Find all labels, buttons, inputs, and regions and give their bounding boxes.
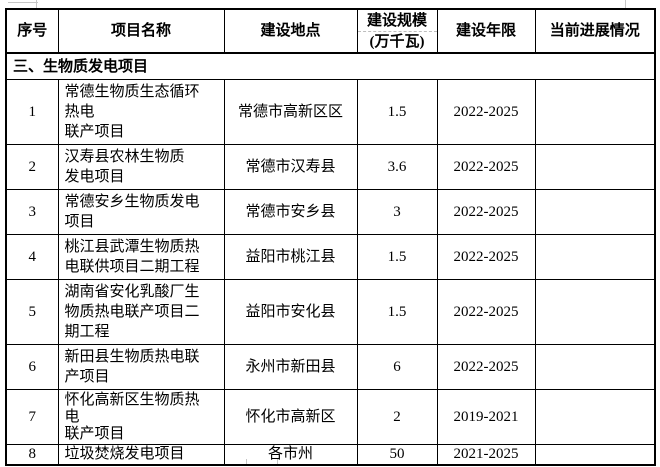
cell-scale: 3 xyxy=(356,189,438,235)
cell-index: 4 xyxy=(5,234,59,280)
table-body: 1 常德生物质生态循环 热电 联产项目 常德市高新区区 1.5 2022-202… xyxy=(5,79,656,465)
col-header-scale-line2: (万千瓦) xyxy=(358,30,436,52)
cell-index: 3 xyxy=(5,189,59,235)
cell-scale: 50 xyxy=(356,444,438,465)
col-header-name: 项目名称 xyxy=(57,8,225,54)
cell-progress xyxy=(534,279,656,345)
col-header-years: 建设年限 xyxy=(436,8,536,54)
cell-scale: 1.5 xyxy=(356,279,438,345)
cell-years: 2022-2025 xyxy=(436,279,536,345)
cell-years: 2019-2021 xyxy=(436,389,536,445)
cell-location: 益阳市桃江县 xyxy=(223,234,358,280)
cell-location: 怀化市高新区 xyxy=(223,389,358,445)
cell-progress xyxy=(534,144,656,190)
cell-progress xyxy=(534,189,656,235)
table-row: 5 湖南省安化乳酸厂生 物质热电联产项目二 期工程 益阳市安化县 1.5 202… xyxy=(5,279,656,345)
section-header-body: 三、生物质发电项目 xyxy=(5,52,656,80)
cell-location: 常德市汉寿县 xyxy=(223,144,358,190)
cell-progress xyxy=(534,389,656,445)
projects-table: 序号 项目名称 建设地点 建设规模 (万千瓦) 建设年限 当前进展情况 三、生物… xyxy=(5,8,656,466)
cell-project-name: 常德生物质生态循环 热电 联产项目 xyxy=(57,79,225,145)
table-row: 8 垃圾焚烧发电项目 各市州 50 2021-2025 xyxy=(5,444,656,465)
cell-project-name: 桃江县武潭生物质热 电联供项目二期工程 xyxy=(57,234,225,280)
cell-progress xyxy=(534,234,656,280)
cell-project-name: 汉寿县农林生物质 发电项目 xyxy=(57,144,225,190)
cell-scale: 3.6 xyxy=(356,144,438,190)
section-title: 三、生物质发电项目 xyxy=(5,52,656,80)
cell-index: 8 xyxy=(5,444,59,465)
cell-index: 6 xyxy=(5,344,59,390)
table-header: 序号 项目名称 建设地点 建设规模 (万千瓦) 建设年限 当前进展情况 xyxy=(5,8,656,54)
cell-progress xyxy=(534,79,656,145)
cell-years: 2022-2025 xyxy=(436,144,536,190)
col-header-scale: 建设规模 (万千瓦) xyxy=(356,8,438,54)
cell-index: 5 xyxy=(5,279,59,345)
table-row: 1 常德生物质生态循环 热电 联产项目 常德市高新区区 1.5 2022-202… xyxy=(5,79,656,145)
table-row: 2 汉寿县农林生物质 发电项目 常德市汉寿县 3.6 2022-2025 xyxy=(5,144,656,190)
cell-scale: 2 xyxy=(356,389,438,445)
gridline-artifact xyxy=(36,0,37,8)
cell-years: 2021-2025 xyxy=(436,444,536,465)
cell-index: 2 xyxy=(5,144,59,190)
cell-project-name: 新田县生物质热电联 产项目 xyxy=(57,344,225,390)
cell-index: 7 xyxy=(5,389,59,445)
gridline-artifact xyxy=(246,465,278,466)
cell-progress xyxy=(534,444,656,465)
cell-location: 常德市高新区区 xyxy=(223,79,358,145)
cell-progress xyxy=(534,344,656,390)
cell-years: 2022-2025 xyxy=(436,344,536,390)
col-header-scale-line1: 建设规模 xyxy=(366,12,427,29)
table-row: 6 新田县生物质热电联 产项目 永州市新田县 6 2022-2025 xyxy=(5,344,656,390)
cell-index: 1 xyxy=(5,79,59,145)
gridline-artifact xyxy=(8,2,38,3)
cell-project-name: 湖南省安化乳酸厂生 物质热电联产项目二 期工程 xyxy=(57,279,225,345)
section-row: 三、生物质发电项目 xyxy=(5,52,656,80)
cell-location: 各市州 xyxy=(223,444,358,465)
col-header-location: 建设地点 xyxy=(223,8,358,54)
cell-project-name: 怀化高新区生物质热 电 联产项目 xyxy=(57,389,225,445)
cell-project-name: 垃圾焚烧发电项目 xyxy=(57,444,225,465)
header-row: 序号 项目名称 建设地点 建设规模 (万千瓦) 建设年限 当前进展情况 xyxy=(5,8,656,54)
col-header-progress: 当前进展情况 xyxy=(534,8,656,54)
table-row: 3 常德安乡生物质发电 项目 常德市安乡县 3 2022-2025 xyxy=(5,189,656,235)
cell-years: 2022-2025 xyxy=(436,189,536,235)
cell-scale: 1.5 xyxy=(356,79,438,145)
table-row: 4 桃江县武潭生物质热 电联供项目二期工程 益阳市桃江县 1.5 2022-20… xyxy=(5,234,656,280)
table-row: 7 怀化高新区生物质热 电 联产项目 怀化市高新区 2 2019-2021 xyxy=(5,389,656,445)
gridline-artifact xyxy=(625,0,626,8)
col-header-index: 序号 xyxy=(5,8,59,54)
cell-location: 常德市安乡县 xyxy=(223,189,358,235)
cell-years: 2022-2025 xyxy=(436,79,536,145)
cell-location: 益阳市安化县 xyxy=(223,279,358,345)
cell-scale: 1.5 xyxy=(356,234,438,280)
cell-location: 永州市新田县 xyxy=(223,344,358,390)
cell-years: 2022-2025 xyxy=(436,234,536,280)
cell-project-name: 常德安乡生物质发电 项目 xyxy=(57,189,225,235)
cell-scale: 6 xyxy=(356,344,438,390)
